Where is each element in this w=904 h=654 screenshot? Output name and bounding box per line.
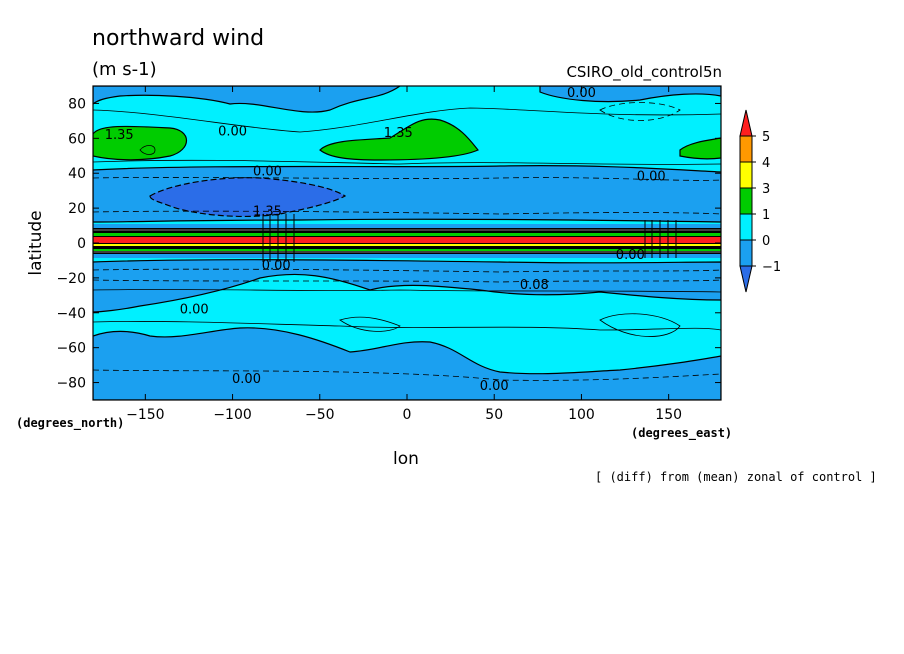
colorbar-segment: [739, 161, 753, 189]
y-unit-label: (degrees_north): [16, 416, 124, 431]
colorbar: −1 0 1 3 4 5: [739, 109, 781, 293]
contour-lines-solid: [93, 107, 721, 337]
contour-label: 1.35: [384, 126, 413, 141]
equatorial-positive-line: [93, 233, 721, 236]
equatorial-line-yellow: [93, 244, 721, 246]
y-tick-label: −80: [56, 376, 86, 392]
y-tick-label: −60: [56, 341, 86, 357]
colorbar-over: [739, 109, 753, 137]
colorbar-label: 3: [762, 182, 770, 197]
colorbar-segment: [739, 213, 753, 241]
equatorial-line-green: [93, 249, 721, 251]
contour-label: 1.35: [253, 205, 282, 220]
colorbar-label: −1: [762, 260, 781, 275]
contour-label: 0.00: [616, 248, 645, 263]
region-positive-60n-east: [679, 137, 721, 160]
colorbar-label: 4: [762, 156, 770, 171]
region-minus-south-polar: [93, 327, 721, 400]
y-axis: 80 60 40 20 0 −20 −40 −60 −80: [56, 96, 721, 392]
contour-label: 1.35: [105, 128, 134, 143]
y-tick-label: −40: [56, 306, 86, 322]
y-tick-label: 40: [68, 166, 86, 182]
dataset-label: CSIRO_old_control5n: [566, 63, 722, 82]
equatorial-max-band: [93, 237, 721, 243]
contour-label: 0.00: [262, 259, 291, 274]
contour-lines-dashed: [93, 102, 721, 381]
x-axis-label: lon: [393, 449, 419, 469]
y-tick-label: −20: [56, 271, 86, 287]
y-tick-label: 20: [68, 201, 86, 217]
contour-label: 0.00: [218, 124, 247, 139]
y-tick-label: 0: [77, 236, 86, 252]
y-tick-label: 60: [68, 131, 86, 147]
region-minus-strong: [149, 177, 347, 218]
contour-label: 0.08: [520, 278, 549, 293]
contour-label: 0.00: [253, 164, 282, 179]
colorbar-segment: [739, 135, 753, 163]
x-axis: −150 −100 −50 0 50 100 150: [126, 86, 682, 423]
region-minus-north: [93, 86, 402, 113]
colorbar-label: 5: [762, 130, 770, 145]
colorbar-label: 0: [762, 234, 770, 249]
contour-label: 0.00: [480, 379, 509, 394]
x-tick-label: 50: [485, 407, 503, 423]
region-positive-60n-west: [93, 125, 187, 161]
contour-label: 0.00: [567, 86, 596, 101]
region-minus-north-east: [539, 86, 721, 103]
contour-field: [93, 86, 721, 400]
region-positive-60n-center: [319, 118, 479, 161]
region-minus-20s: [93, 259, 721, 313]
x-tick-label: −150: [126, 407, 164, 423]
colorbar-segment: [739, 187, 753, 215]
contour-label: 0.00: [180, 302, 209, 317]
y-axis-label: latitude: [26, 210, 46, 275]
x-unit-label: (degrees_east): [631, 426, 732, 441]
x-tick-label: −50: [305, 407, 335, 423]
colorbar-segment: [739, 239, 753, 267]
contour-cluster-west: [262, 214, 295, 262]
colorbar-label: 1: [762, 208, 770, 223]
contour-cluster-east: [644, 220, 677, 258]
chart-units: (m s-1): [92, 59, 157, 80]
contour-label: 0.00: [232, 372, 261, 387]
contour-labels: 1.35 0.00 1.35 0.00 0.00 0.00 1.35 0.00 0.00 0.08…: [105, 86, 666, 394]
x-tick-label: 150: [655, 407, 682, 423]
x-tick-label: 100: [568, 407, 595, 423]
x-tick-label: 0: [403, 407, 412, 423]
contour-label: 0.00: [637, 170, 666, 185]
chart-title: northward wind: [92, 26, 264, 51]
colorbar-under: [739, 265, 753, 293]
equatorial-hatching: [93, 229, 721, 253]
y-tick-label: 80: [68, 96, 86, 112]
diff-note: [ (diff) from (mean) zonal of control ]: [595, 470, 877, 484]
x-tick-label: −100: [213, 407, 251, 423]
